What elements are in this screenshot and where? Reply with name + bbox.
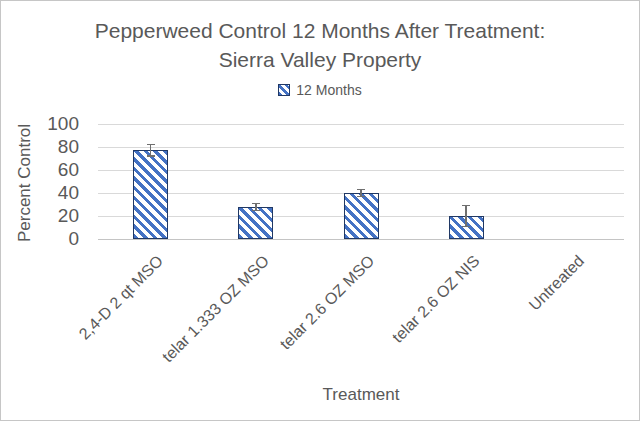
- y-tick-label-80: 80: [29, 136, 79, 158]
- gridline-y-80: [98, 147, 624, 148]
- error-bar-cap-bottom-4: [462, 226, 470, 228]
- chart-title-line-1: Pepperweed Control 12 Months After Treat…: [1, 16, 639, 45]
- y-tick-label-60: 60: [29, 159, 79, 181]
- x-category-label-4: telar 2.6 OZ NIS: [388, 252, 482, 346]
- error-bar-cap-top-4: [462, 205, 470, 207]
- error-bar-cap-bottom-3: [357, 196, 365, 198]
- error-bar-cap-bottom-1: [147, 155, 155, 157]
- bar-2: [238, 207, 273, 239]
- gridline-y-100: [98, 124, 624, 125]
- bar-1: [133, 150, 168, 239]
- error-bar-cap-top-2: [252, 203, 260, 205]
- chart-title-line-2: Sierra Valley Property: [1, 45, 639, 74]
- y-tick-label-20: 20: [29, 205, 79, 227]
- gridline-y-60: [98, 170, 624, 171]
- bar-chart-figure: Pepperweed Control 12 Months After Treat…: [0, 0, 640, 421]
- error-bar-cap-bottom-2: [252, 210, 260, 212]
- bar-3: [344, 193, 379, 239]
- legend-label: 12 Months: [296, 82, 361, 98]
- error-bar-4: [465, 206, 467, 227]
- x-category-label-2: telar 1.333 OZ MSO: [159, 252, 273, 366]
- y-tick-label-40: 40: [29, 182, 79, 204]
- gridline-y-0: [98, 239, 624, 240]
- legend-diagonal-hatch-swatch-icon: [278, 84, 290, 96]
- chart-title: Pepperweed Control 12 Months After Treat…: [1, 16, 639, 74]
- y-tick-label-0: 0: [29, 228, 79, 250]
- error-bar-cap-top-3: [357, 189, 365, 191]
- error-bar-cap-top-1: [147, 144, 155, 146]
- x-category-label-1: 2,4-D 2 qt MSO: [76, 252, 167, 343]
- x-category-label-5: Untreated: [526, 252, 588, 314]
- y-tick-label-100: 100: [29, 113, 79, 135]
- x-axis-title: Treatment: [98, 385, 624, 405]
- legend: 12 Months: [1, 82, 639, 98]
- x-category-label-3: telar 2.6 OZ MSO: [276, 252, 377, 353]
